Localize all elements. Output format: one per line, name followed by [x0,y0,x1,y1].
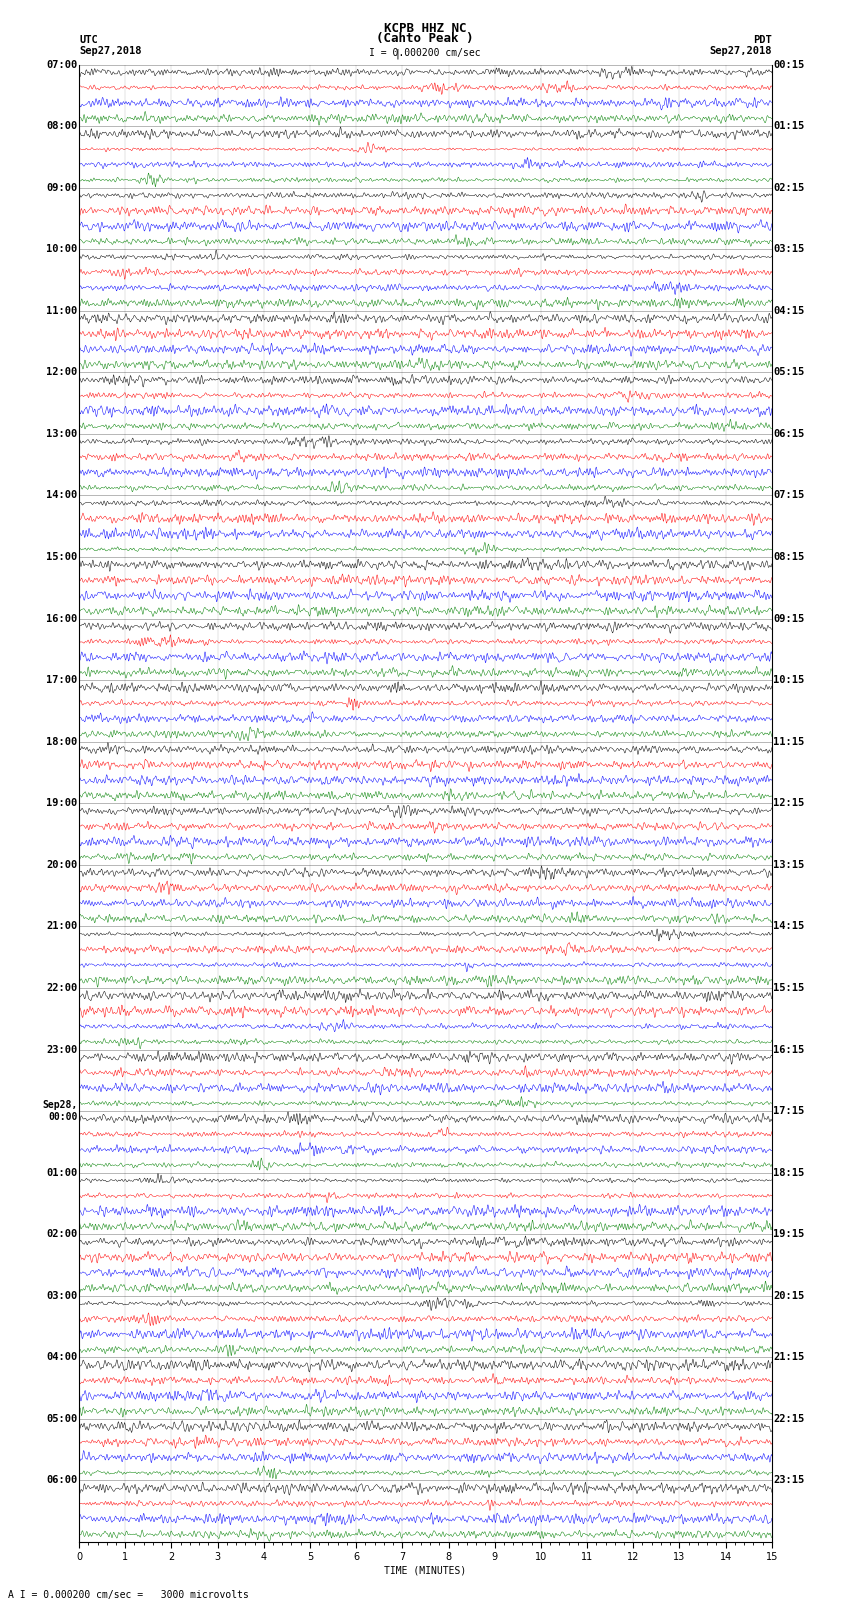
Text: 10:00: 10:00 [46,244,77,255]
X-axis label: TIME (MINUTES): TIME (MINUTES) [384,1565,467,1576]
Text: 04:00: 04:00 [46,1352,77,1363]
Text: 19:00: 19:00 [46,798,77,808]
Text: 08:00: 08:00 [46,121,77,131]
Text: 16:00: 16:00 [46,613,77,624]
Text: Sep27,2018: Sep27,2018 [79,47,142,56]
Text: 01:00: 01:00 [46,1168,77,1177]
Text: 00:15: 00:15 [774,60,805,69]
Text: 11:00: 11:00 [46,306,77,316]
Text: 11:15: 11:15 [774,737,805,747]
Text: 06:15: 06:15 [774,429,805,439]
Text: 20:15: 20:15 [774,1290,805,1300]
Text: 07:00: 07:00 [46,60,77,69]
Text: 02:15: 02:15 [774,182,805,192]
Text: |: | [394,48,400,58]
Text: 01:15: 01:15 [774,121,805,131]
Text: I = 0.000200 cm/sec: I = 0.000200 cm/sec [369,48,481,58]
Text: 12:00: 12:00 [46,368,77,377]
Text: 21:15: 21:15 [774,1352,805,1363]
Text: 14:15: 14:15 [774,921,805,931]
Text: 18:00: 18:00 [46,737,77,747]
Text: 17:00: 17:00 [46,676,77,686]
Text: 17:15: 17:15 [774,1107,805,1116]
Text: 09:15: 09:15 [774,613,805,624]
Text: 16:15: 16:15 [774,1045,805,1055]
Text: 15:00: 15:00 [46,552,77,561]
Text: 05:15: 05:15 [774,368,805,377]
Text: 22:00: 22:00 [46,982,77,994]
Text: 15:15: 15:15 [774,982,805,994]
Text: (Cahto Peak ): (Cahto Peak ) [377,32,473,45]
Text: KCPB HHZ NC: KCPB HHZ NC [383,23,467,35]
Text: 02:00: 02:00 [46,1229,77,1239]
Text: 06:00: 06:00 [46,1476,77,1486]
Text: 22:15: 22:15 [774,1415,805,1424]
Text: 12:15: 12:15 [774,798,805,808]
Text: 04:15: 04:15 [774,306,805,316]
Text: 18:15: 18:15 [774,1168,805,1177]
Text: 03:00: 03:00 [46,1290,77,1300]
Text: 20:00: 20:00 [46,860,77,869]
Text: 07:15: 07:15 [774,490,805,500]
Text: 23:00: 23:00 [46,1045,77,1055]
Text: Sep28,
00:00: Sep28, 00:00 [42,1100,77,1123]
Text: UTC: UTC [79,35,98,45]
Text: 23:15: 23:15 [774,1476,805,1486]
Text: 05:00: 05:00 [46,1415,77,1424]
Text: 13:15: 13:15 [774,860,805,869]
Text: 14:00: 14:00 [46,490,77,500]
Text: Sep27,2018: Sep27,2018 [709,47,772,56]
Text: 21:00: 21:00 [46,921,77,931]
Text: 08:15: 08:15 [774,552,805,561]
Text: 03:15: 03:15 [774,244,805,255]
Text: 19:15: 19:15 [774,1229,805,1239]
Text: PDT: PDT [753,35,772,45]
Text: 13:00: 13:00 [46,429,77,439]
Text: 10:15: 10:15 [774,676,805,686]
Text: A I = 0.000200 cm/sec =   3000 microvolts: A I = 0.000200 cm/sec = 3000 microvolts [8,1590,249,1600]
Text: 09:00: 09:00 [46,182,77,192]
